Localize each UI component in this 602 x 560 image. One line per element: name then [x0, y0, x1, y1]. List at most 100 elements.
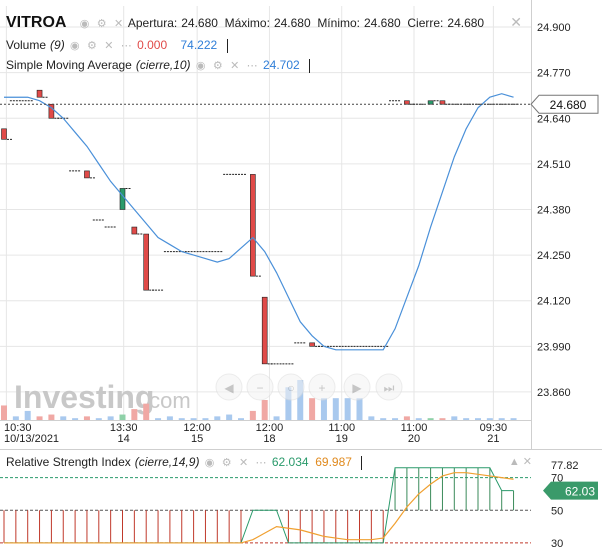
reset-icon: ○ [287, 381, 294, 395]
candle-body [1, 128, 7, 140]
volume-bar [143, 403, 150, 420]
eye-icon[interactable]: ◉ [195, 60, 206, 72]
volume-bar [510, 418, 517, 420]
close-icon[interactable]: ✕ [230, 60, 240, 72]
cierre-value: 24.680 [447, 16, 485, 30]
volume-bar [309, 398, 316, 420]
volume-bar [131, 409, 138, 420]
volume-bar [107, 416, 114, 420]
rsi-label: Relative Strength Index [6, 455, 131, 469]
volume-bar [415, 418, 422, 420]
close-icon[interactable]: ✕ [113, 18, 124, 30]
candle-body [250, 174, 256, 277]
eye-icon[interactable]: ◉ [204, 457, 215, 469]
x-tick-label: 14 [118, 433, 130, 445]
y-tick-label: 23.990 [537, 341, 571, 353]
price-legend: VITROA ◉ ⚙ ✕ Apertura: 24.680 Máximo: 24.6… [6, 14, 484, 32]
volume-bar [119, 414, 126, 420]
x-tick-label: 12:00 [183, 422, 211, 434]
rsi-current-tag [543, 481, 598, 500]
eye-icon[interactable]: ◉ [70, 40, 80, 52]
candle-body [261, 296, 268, 365]
y-tick-label: 24.640 [537, 113, 571, 125]
sma-series-line [4, 93, 514, 351]
rsi-pane-controls[interactable]: ▲ ✕ [508, 456, 532, 468]
scroll-left-button[interactable] [215, 373, 243, 401]
scroll-end-button[interactable] [375, 373, 403, 401]
candle-body [131, 226, 138, 235]
x-tick-label: 19 [336, 433, 348, 445]
zoom-out-icon: − [256, 381, 263, 395]
x-tick-label: 11:00 [401, 422, 428, 434]
volume-value-1: 0.000 [137, 38, 168, 52]
rsi-y-tick-label: 77.82 [551, 460, 579, 472]
rsi-legend: Relative Strength Index (cierre,14,9) ◉ ⚙… [6, 455, 363, 470]
x-tick-label: 10:30 [4, 422, 32, 434]
x-tick-label: 10/13/2021 [4, 433, 59, 445]
menu-icon[interactable]: ⋯ [120, 40, 132, 52]
volume-bar [178, 418, 185, 420]
zoom-out-button[interactable] [246, 373, 274, 401]
volume-bar [332, 398, 339, 420]
volume-bar [202, 418, 209, 420]
candle-body [404, 100, 410, 105]
rsi-y-tick-label: 50 [551, 505, 563, 517]
volume-bar [83, 416, 90, 420]
candle-body [439, 100, 446, 105]
skip-end-icon: ⏭ [384, 381, 395, 395]
volume-bar [166, 416, 173, 420]
volume-value-2: 74.222 [180, 38, 218, 52]
sma-label: Simple Moving Average [6, 58, 132, 72]
settings-icon[interactable]: ⚙ [96, 18, 107, 30]
zoom-in-button[interactable] [308, 373, 336, 401]
volume-bar [273, 416, 280, 420]
close-icon[interactable]: ✕ [104, 40, 114, 52]
pane-close-button[interactable]: ✕ [510, 14, 522, 30]
svg-text:.com: .com [143, 388, 191, 413]
chevron-left-icon: ◀ [224, 381, 234, 395]
close-icon[interactable]: ✕ [238, 457, 249, 469]
scroll-right-button[interactable] [343, 373, 371, 401]
volume-bar [72, 418, 79, 420]
investing-watermark: Investing .com [14, 379, 191, 415]
eye-icon[interactable]: ◉ [79, 18, 90, 30]
volume-bar [36, 416, 43, 420]
volume-bar [320, 398, 327, 420]
candle-body [143, 233, 149, 291]
candle-body [48, 103, 55, 119]
rsi-signal-value: 69.987 [315, 455, 352, 469]
sma-legend: Simple Moving Average (cierre,10) ◉ ⚙ ✕ ⋯… [6, 58, 311, 73]
y-tick-label: 24.510 [537, 159, 571, 171]
volume-bar [60, 416, 67, 420]
reset-button[interactable] [277, 373, 305, 401]
volume-bar [1, 405, 7, 420]
rsi-param: (cierre,14,9) [134, 455, 200, 469]
zoom-in-icon: + [318, 381, 325, 395]
sma-param: (cierre,10) [135, 58, 191, 72]
volume-bar [463, 418, 470, 420]
volume-bar [297, 380, 304, 420]
svg-text:Investing: Investing [14, 379, 154, 415]
menu-icon[interactable]: ⋯ [246, 60, 258, 72]
apertura-value: 24.680 [181, 16, 218, 30]
minimo-value: 24.680 [364, 16, 401, 30]
settings-icon[interactable]: ⚙ [221, 457, 232, 469]
volume-param: (9) [50, 38, 65, 52]
volume-bar [392, 418, 399, 420]
candle-body [427, 100, 434, 105]
menu-icon[interactable]: ⋯ [255, 457, 267, 469]
volume-label: Volume [6, 38, 47, 52]
volume-bar [226, 414, 233, 420]
rsi-signal-line [4, 472, 514, 544]
x-tick-label: 11:00 [328, 422, 355, 434]
volume-bar [368, 416, 375, 420]
volume-bar [439, 418, 446, 420]
cierre-label: Cierre: [407, 16, 444, 30]
nav-controls: ◀ − ○ + ▶ ⏭ [215, 373, 403, 401]
settings-icon[interactable]: ⚙ [212, 60, 223, 72]
settings-icon[interactable]: ⚙ [87, 40, 97, 52]
volume-bar [261, 400, 268, 420]
candle-body [36, 89, 43, 98]
y-tick-label: 24.900 [537, 22, 571, 34]
